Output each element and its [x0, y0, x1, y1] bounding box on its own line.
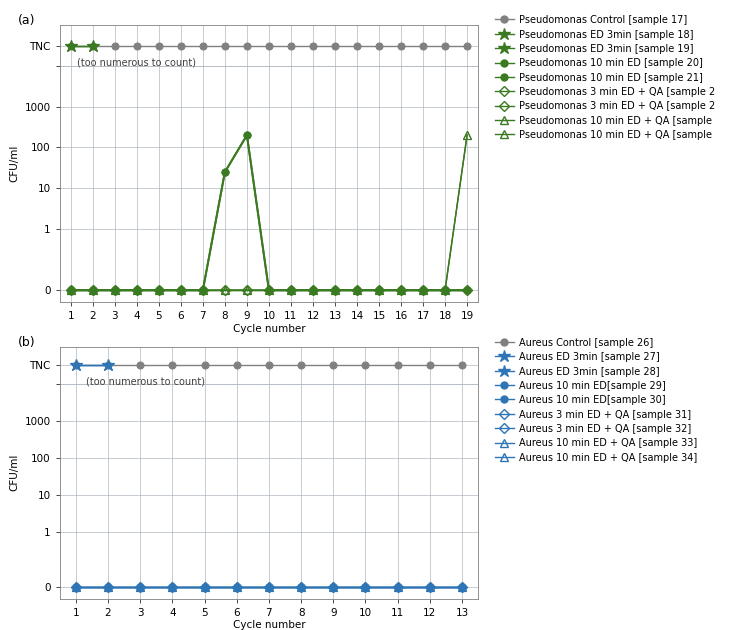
- X-axis label: Cycle number: Cycle number: [232, 621, 306, 630]
- Text: (too numerous to count): (too numerous to count): [78, 58, 196, 68]
- Legend: Aureus Control [sample 26], Aureus ED 3min [sample 27], Aureus ED 3min [sample 2: Aureus Control [sample 26], Aureus ED 3m…: [491, 334, 701, 467]
- X-axis label: Cycle number: Cycle number: [232, 324, 306, 334]
- Y-axis label: CFU/ml: CFU/ml: [9, 145, 19, 183]
- Legend: Pseudomonas Control [sample 17], Pseudomonas ED 3min [sample 18], Pseudomonas ED: Pseudomonas Control [sample 17], Pseudom…: [491, 11, 719, 144]
- Text: (b): (b): [18, 336, 36, 350]
- Text: (a): (a): [18, 14, 35, 27]
- Y-axis label: CFU/ml: CFU/ml: [9, 454, 19, 491]
- Text: (too numerous to count): (too numerous to count): [85, 376, 205, 386]
